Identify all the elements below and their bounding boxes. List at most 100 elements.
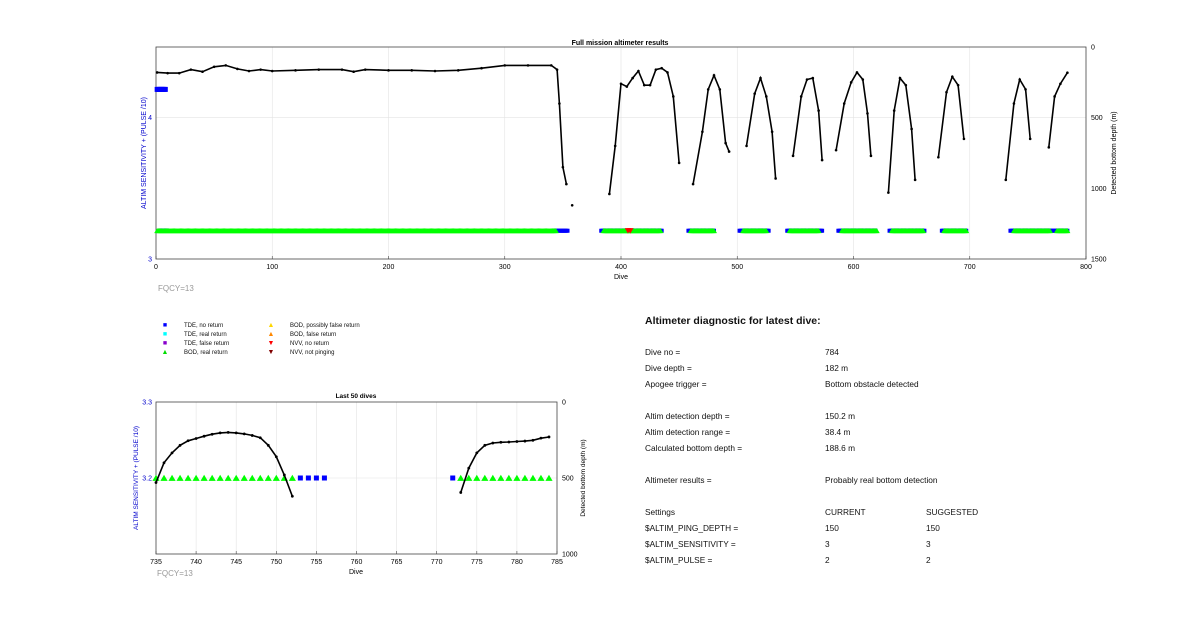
bottom-depth-point	[910, 127, 913, 131]
bod-real-return-marker	[248, 474, 256, 481]
tde-no-return-marker	[162, 86, 168, 92]
bottom-depth-point	[561, 165, 565, 169]
bod-real-return-marker	[505, 474, 513, 481]
bottom-depth-point	[539, 436, 543, 440]
bottom-depth-point	[945, 90, 948, 94]
bottom-depth-point	[791, 154, 795, 158]
mini-y-axis-label-left: ALTIM SENSITIVITY + (PULSE /10)	[133, 426, 140, 530]
y-tick-label-right: 1000	[562, 552, 578, 559]
bottom-depth-point	[962, 137, 966, 141]
bottom-depth-point	[619, 82, 623, 86]
bottom-depth-point	[869, 154, 873, 158]
diag-label: Apogee trigger =	[645, 379, 707, 389]
bottom-depth-point	[290, 494, 294, 498]
diag-row-bottom-depth: Calculated bottom depth = 188.6 m	[645, 443, 1105, 455]
bottom-depth-point	[937, 155, 940, 159]
bottom-depth-point	[317, 68, 321, 71]
bottom-depth-point	[660, 66, 663, 70]
tde-no-return-marker	[820, 228, 825, 233]
bottom-depth-point	[503, 64, 507, 67]
bottom-depth-point	[162, 461, 166, 465]
diag-value: 784	[825, 347, 839, 357]
bottom-depth-point	[1059, 82, 1062, 86]
bottom-depth-point	[236, 67, 239, 71]
x-tick-label: 800	[1080, 264, 1092, 271]
bod-real-return-marker	[232, 474, 240, 481]
diag-label: Dive depth =	[645, 363, 692, 373]
bottom-depth-point	[210, 432, 214, 436]
bottom-depth-point	[218, 431, 222, 435]
y-tick-label-right: 1000	[1091, 186, 1107, 193]
bottom-depth-point	[631, 76, 634, 80]
legend-square-icon: ■	[162, 340, 168, 347]
bottom-depth-point	[706, 88, 710, 91]
legend-label: BOD, real return	[184, 349, 228, 356]
bod-real-return-marker	[497, 474, 505, 481]
bottom-depth-point	[570, 203, 574, 207]
tde-no-return-marker	[450, 475, 456, 481]
bod-real-return-marker	[521, 474, 529, 481]
bottom-depth-point	[555, 68, 559, 71]
bod-real-return-marker	[513, 474, 521, 481]
bottom-depth-point	[170, 451, 174, 455]
bod-real-return-marker	[208, 474, 216, 481]
bottom-depth-point	[226, 431, 230, 434]
bottom-depth-point	[759, 76, 762, 80]
bod-real-return-marker	[264, 474, 272, 481]
x-tick-label: 780	[511, 559, 523, 566]
legend-item-tde-no-return: ■ TDE, no return	[160, 322, 223, 329]
bottom-depth-point	[701, 130, 704, 134]
bottom-depth-point	[456, 69, 460, 72]
bottom-depth-point	[642, 83, 646, 87]
bottom-depth-point	[549, 64, 553, 67]
settings-row-sensitivity: $ALTIM_SENSITIVITY = 3 3	[645, 539, 1105, 551]
bottom-depth-point	[154, 481, 158, 484]
bottom-depth-line	[608, 67, 680, 195]
settings-row-ping-depth: $ALTIM_PING_DEPTH = 150 150	[645, 523, 1105, 535]
bod-real-return-marker	[200, 474, 208, 481]
diag-value: 188.6 m	[825, 443, 855, 453]
bottom-depth-point	[770, 130, 774, 134]
diag-row-apogee-trigger: Apogee trigger = Bottom obstacle detected	[645, 379, 1105, 391]
main-y-axis-label-left: ALTIM SENSITIVITY + (PULSE /10)	[141, 97, 148, 209]
mini-x-axis-label: Dive	[349, 569, 363, 576]
y-tick-label-right: 500	[562, 476, 574, 483]
setting-current: 2	[825, 555, 830, 565]
bottom-depth-point	[892, 109, 896, 112]
x-tick-label: 740	[190, 559, 202, 566]
bottom-depth-point	[270, 69, 274, 73]
bottom-depth-point	[166, 71, 169, 75]
bottom-depth-line	[937, 74, 965, 158]
bod-real-return-marker	[465, 474, 473, 481]
bod-real-return-marker	[288, 474, 296, 481]
bottom-depth-point	[904, 83, 908, 87]
bottom-depth-point	[727, 150, 731, 153]
legend-triangle-up-icon: ▲	[161, 349, 169, 356]
bod-real-return-marker	[1046, 228, 1053, 234]
diag-row-detection-depth: Altim detection depth = 150.2 m	[645, 411, 1105, 423]
setting-suggested: 3	[926, 539, 931, 549]
bottom-depth-point	[155, 71, 159, 74]
bottom-depth-point	[1053, 95, 1056, 98]
x-tick-label: 760	[351, 559, 363, 566]
bottom-depth-point	[712, 73, 716, 77]
bod-real-return-marker	[176, 474, 184, 481]
bod-real-return-marker	[168, 474, 176, 481]
bottom-depth-point	[558, 102, 561, 105]
bottom-depth-point	[352, 70, 355, 74]
legend-square-icon: ■	[162, 322, 168, 329]
diag-row-dive-no: Dive no = 784	[645, 347, 1105, 359]
y-tick-label-right: 500	[1091, 115, 1103, 122]
bottom-depth-point	[475, 451, 479, 455]
bottom-depth-point	[1012, 102, 1016, 105]
bottom-depth-point	[753, 92, 756, 95]
bottom-depth-point	[459, 491, 463, 494]
bottom-depth-point	[887, 191, 890, 194]
bottom-depth-line	[1048, 72, 1069, 148]
x-tick-label: 700	[964, 264, 976, 271]
tde-no-return-marker	[565, 228, 570, 233]
x-tick-label: 735	[150, 559, 162, 566]
bottom-depth-point	[666, 71, 669, 74]
x-tick-label: 775	[471, 559, 483, 566]
legend-item-bod-false-return: ▲ BOD, false return	[266, 331, 337, 338]
